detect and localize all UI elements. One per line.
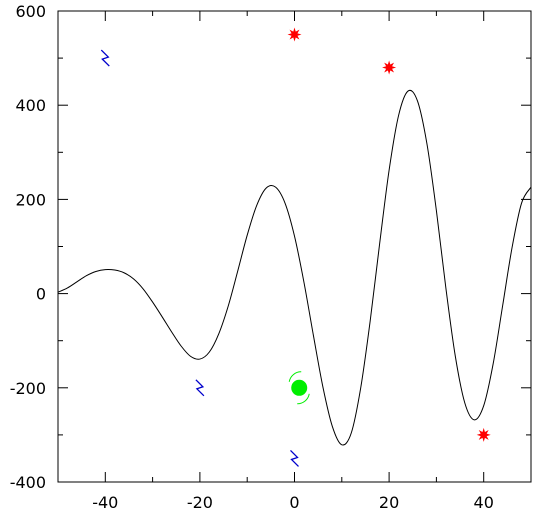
lightning-marker [290,449,299,467]
y-tick-label: -400 [10,473,46,492]
disc-marker-arc [297,393,310,405]
y-tick-label: -200 [10,379,46,398]
plot-frame [57,10,532,483]
x-tick-label: 20 [379,493,399,512]
disc-marker [288,371,310,405]
y-tick-label: 600 [15,2,46,21]
y-tick-label: 0 [36,285,46,304]
x-tick-label: 40 [474,493,494,512]
star-marker [476,427,491,442]
axis-ticks [57,10,532,483]
disc-marker-core [291,379,308,396]
x-tick-label: 0 [289,493,299,512]
plot-area [58,27,531,467]
series-layer [58,89,531,446]
y-tick-label: 200 [15,190,46,209]
markers-layer [100,27,491,467]
lightning-marker [100,49,110,67]
y-tick-label: 400 [15,96,46,115]
star-marker [287,27,302,42]
disc-marker-arc [288,371,302,382]
x-tick-label: -20 [187,493,213,512]
star-marker [382,60,397,75]
lightning-marker [195,379,205,397]
x-tick-label: -40 [92,493,118,512]
series-line [58,89,531,446]
